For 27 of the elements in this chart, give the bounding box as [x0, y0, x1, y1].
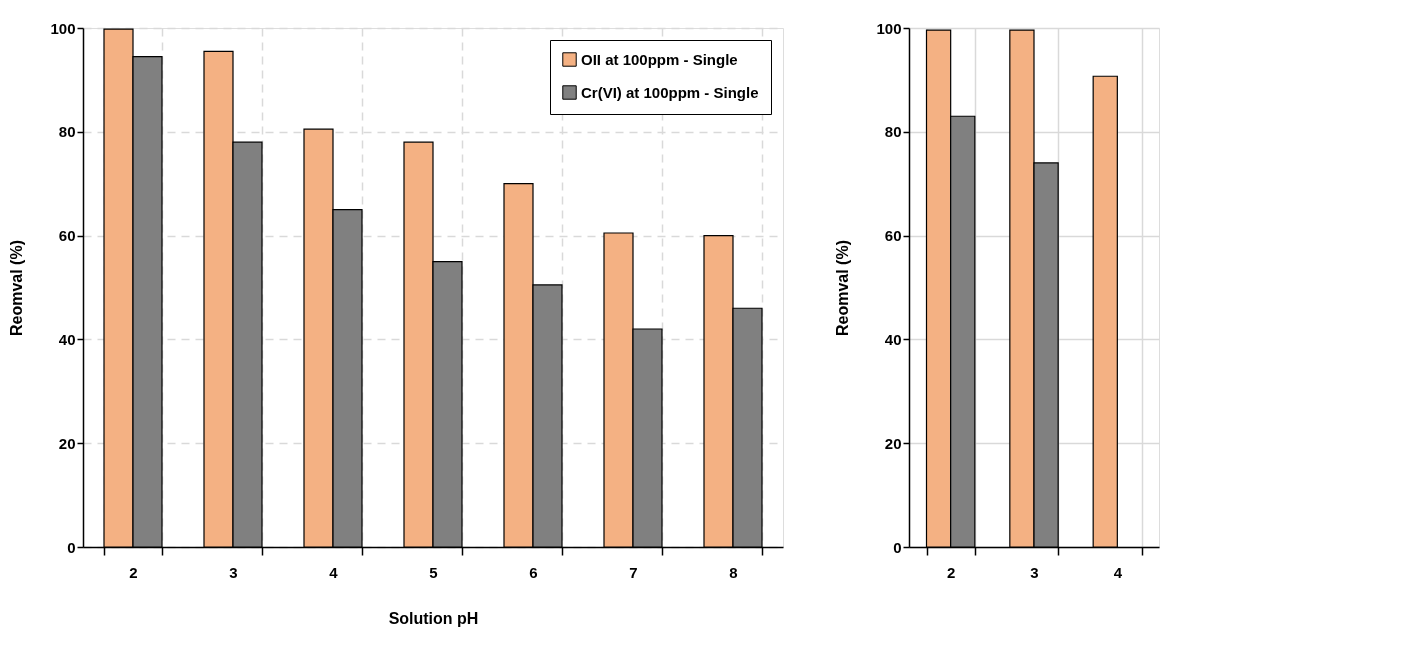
x-tick-label: 2	[946, 563, 956, 581]
y-tick-label: 40	[884, 330, 902, 348]
x-tick-label: 4	[329, 563, 339, 581]
y-tick-label: 20	[58, 434, 76, 452]
x-tick-label: 7	[629, 563, 638, 581]
legend-label: OII at 100ppm - Single	[581, 50, 738, 68]
y-tick-label: 80	[58, 123, 76, 141]
x-tick-label: 2	[129, 563, 138, 581]
y-tick-label: 60	[884, 227, 902, 245]
y-tick-label: 0	[67, 538, 76, 556]
x-tick-label: 8	[729, 563, 738, 581]
y-tick-label: 60	[58, 227, 76, 245]
x-tick-label: 3	[1030, 563, 1039, 581]
x-tick-label: 6	[529, 563, 538, 581]
y-tick-label: 40	[58, 330, 76, 348]
x-tick-label: 5	[429, 563, 438, 581]
legend-label: Cr(VI) at 100ppm - Single	[581, 83, 759, 101]
y-tick-label: 100	[50, 19, 76, 37]
x-tick-label: 3	[229, 563, 238, 581]
y-tick-label: 0	[893, 538, 902, 556]
y-tick-label: 100	[876, 19, 902, 37]
x-tick-label: 4	[1113, 563, 1123, 581]
y-tick-label: 80	[884, 123, 902, 141]
y-tick-label: 20	[884, 434, 902, 452]
y-axis-title: Reomval (%)	[8, 239, 26, 337]
x-axis-title: Solution pH	[388, 609, 479, 627]
y-axis-title: Reomval (%)	[834, 239, 852, 337]
